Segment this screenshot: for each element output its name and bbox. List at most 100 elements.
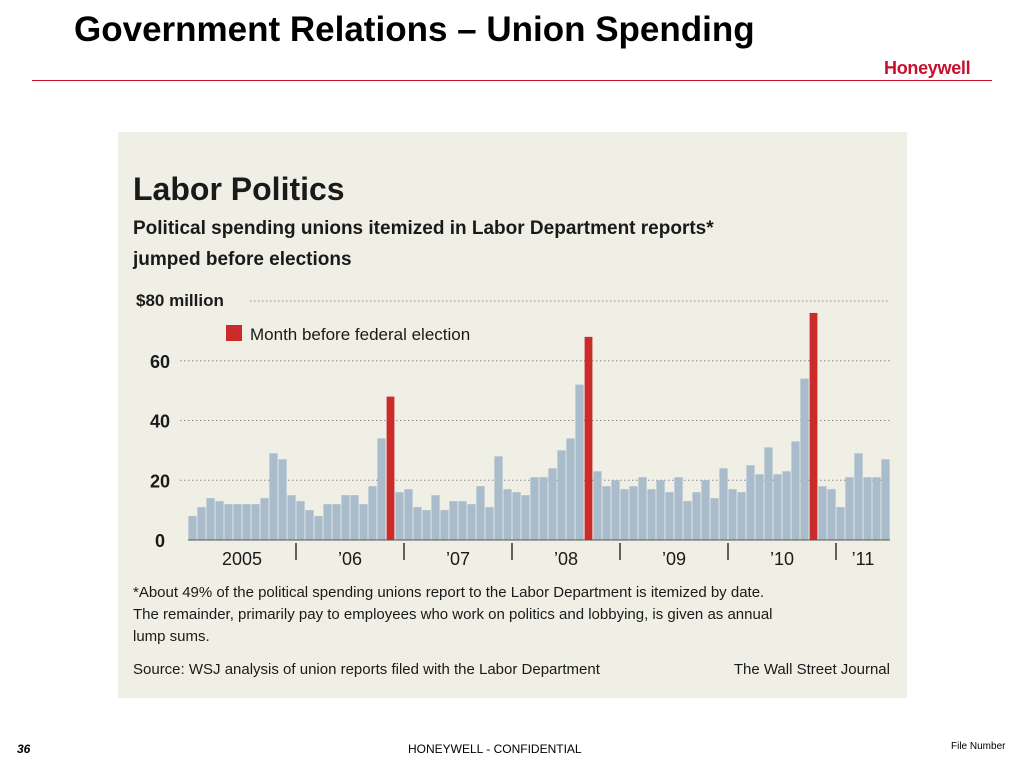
bar	[440, 510, 449, 541]
bar	[800, 378, 809, 540]
bar	[305, 510, 314, 541]
bar	[269, 453, 278, 540]
chart-subtitle-line-2: jumped before elections	[132, 249, 352, 270]
chart-panel: Labor Politics Political spending unions…	[118, 132, 907, 698]
bar	[278, 459, 287, 540]
bar	[287, 495, 296, 540]
bar	[215, 501, 224, 540]
labor-politics-chart: Labor Politics Political spending unions…	[132, 171, 890, 678]
y-axis-ticks: 0 20 40 60	[150, 352, 170, 551]
bar	[719, 468, 728, 540]
chart-subtitle-line-1: Political spending unions itemized in La…	[133, 218, 714, 239]
x-axis: 2005 ’06 ’07 ’08 ’09 ’10 ’11	[188, 539, 890, 569]
bar	[872, 477, 881, 540]
bar	[206, 498, 215, 540]
bar	[224, 504, 233, 540]
bar	[557, 450, 566, 541]
y-tick-label: 60	[150, 352, 170, 372]
x-tick-label: ’09	[662, 549, 686, 569]
bar	[764, 447, 773, 540]
bar	[494, 456, 503, 540]
bar	[782, 471, 791, 540]
bar	[611, 480, 620, 540]
bar	[323, 504, 332, 540]
bar	[746, 465, 755, 540]
bar	[881, 459, 890, 540]
bar	[836, 507, 845, 540]
bar	[260, 498, 269, 540]
bar	[791, 441, 800, 540]
bar	[458, 501, 467, 540]
bar	[647, 489, 656, 540]
bar	[737, 492, 746, 540]
legend-swatch	[226, 325, 242, 341]
confidential-label: HONEYWELL - CONFIDENTIAL	[408, 742, 582, 756]
bar	[431, 495, 440, 540]
bar	[341, 495, 350, 540]
bar	[188, 516, 197, 540]
bar	[503, 489, 512, 540]
x-tick-label: 2005	[222, 549, 262, 569]
bar	[566, 438, 575, 540]
bar	[575, 384, 584, 540]
bar	[602, 486, 611, 540]
bar	[449, 501, 458, 540]
bar	[674, 477, 683, 540]
bar	[755, 474, 764, 540]
bar	[197, 507, 206, 540]
bar	[665, 492, 674, 540]
x-tick-label: ’10	[770, 549, 794, 569]
bar	[620, 489, 629, 540]
bar	[863, 477, 872, 540]
bar	[377, 438, 386, 540]
x-tick-label: ’07	[446, 549, 470, 569]
bar	[314, 516, 323, 540]
bar	[485, 507, 494, 540]
title-divider	[32, 80, 992, 81]
bar	[710, 498, 719, 540]
footnote-line-1: *About 49% of the political spending uni…	[133, 584, 764, 601]
legend-label: Month before federal election	[250, 325, 470, 344]
bar	[422, 510, 431, 541]
bar	[368, 486, 377, 540]
source-text: Source: WSJ analysis of union reports fi…	[133, 661, 601, 678]
bar	[593, 471, 602, 540]
y-tick-label: 20	[150, 471, 170, 491]
y-unit-label: $80 million	[136, 291, 224, 310]
bar	[818, 486, 827, 540]
bar	[854, 453, 863, 540]
bar	[629, 486, 638, 540]
legend: Month before federal election	[226, 325, 470, 344]
page-title: Government Relations – Union Spending	[74, 10, 755, 49]
chart-title: Labor Politics	[133, 171, 345, 207]
credit-text: The Wall Street Journal	[734, 661, 890, 678]
x-tick-label: ’08	[554, 549, 578, 569]
bar	[683, 501, 692, 540]
bar	[350, 495, 359, 540]
bar	[638, 477, 647, 540]
bar	[845, 477, 854, 540]
bars	[188, 312, 890, 541]
file-number-label: File Number	[951, 741, 1006, 752]
bar	[692, 492, 701, 540]
bar	[827, 489, 836, 540]
bar-election-month	[386, 396, 395, 540]
bar	[467, 504, 476, 540]
footnote-line-2: The remainder, primarily pay to employee…	[133, 606, 773, 623]
bar	[413, 507, 422, 540]
bar	[530, 477, 539, 540]
bar	[701, 480, 710, 540]
bar	[233, 504, 242, 540]
bar-election-month	[809, 312, 818, 540]
x-tick-label: ’06	[338, 549, 362, 569]
footnote-line-3: lump sums.	[133, 628, 210, 645]
footnote: *About 49% of the political spending uni…	[133, 584, 773, 645]
bar	[773, 474, 782, 540]
x-tick-label: ’11	[852, 549, 875, 569]
y-tick-label: 40	[150, 412, 170, 432]
bar	[395, 492, 404, 540]
bar	[512, 492, 521, 540]
y-tick-label: 0	[155, 531, 165, 551]
bar	[548, 468, 557, 540]
bar-election-month	[584, 336, 593, 540]
